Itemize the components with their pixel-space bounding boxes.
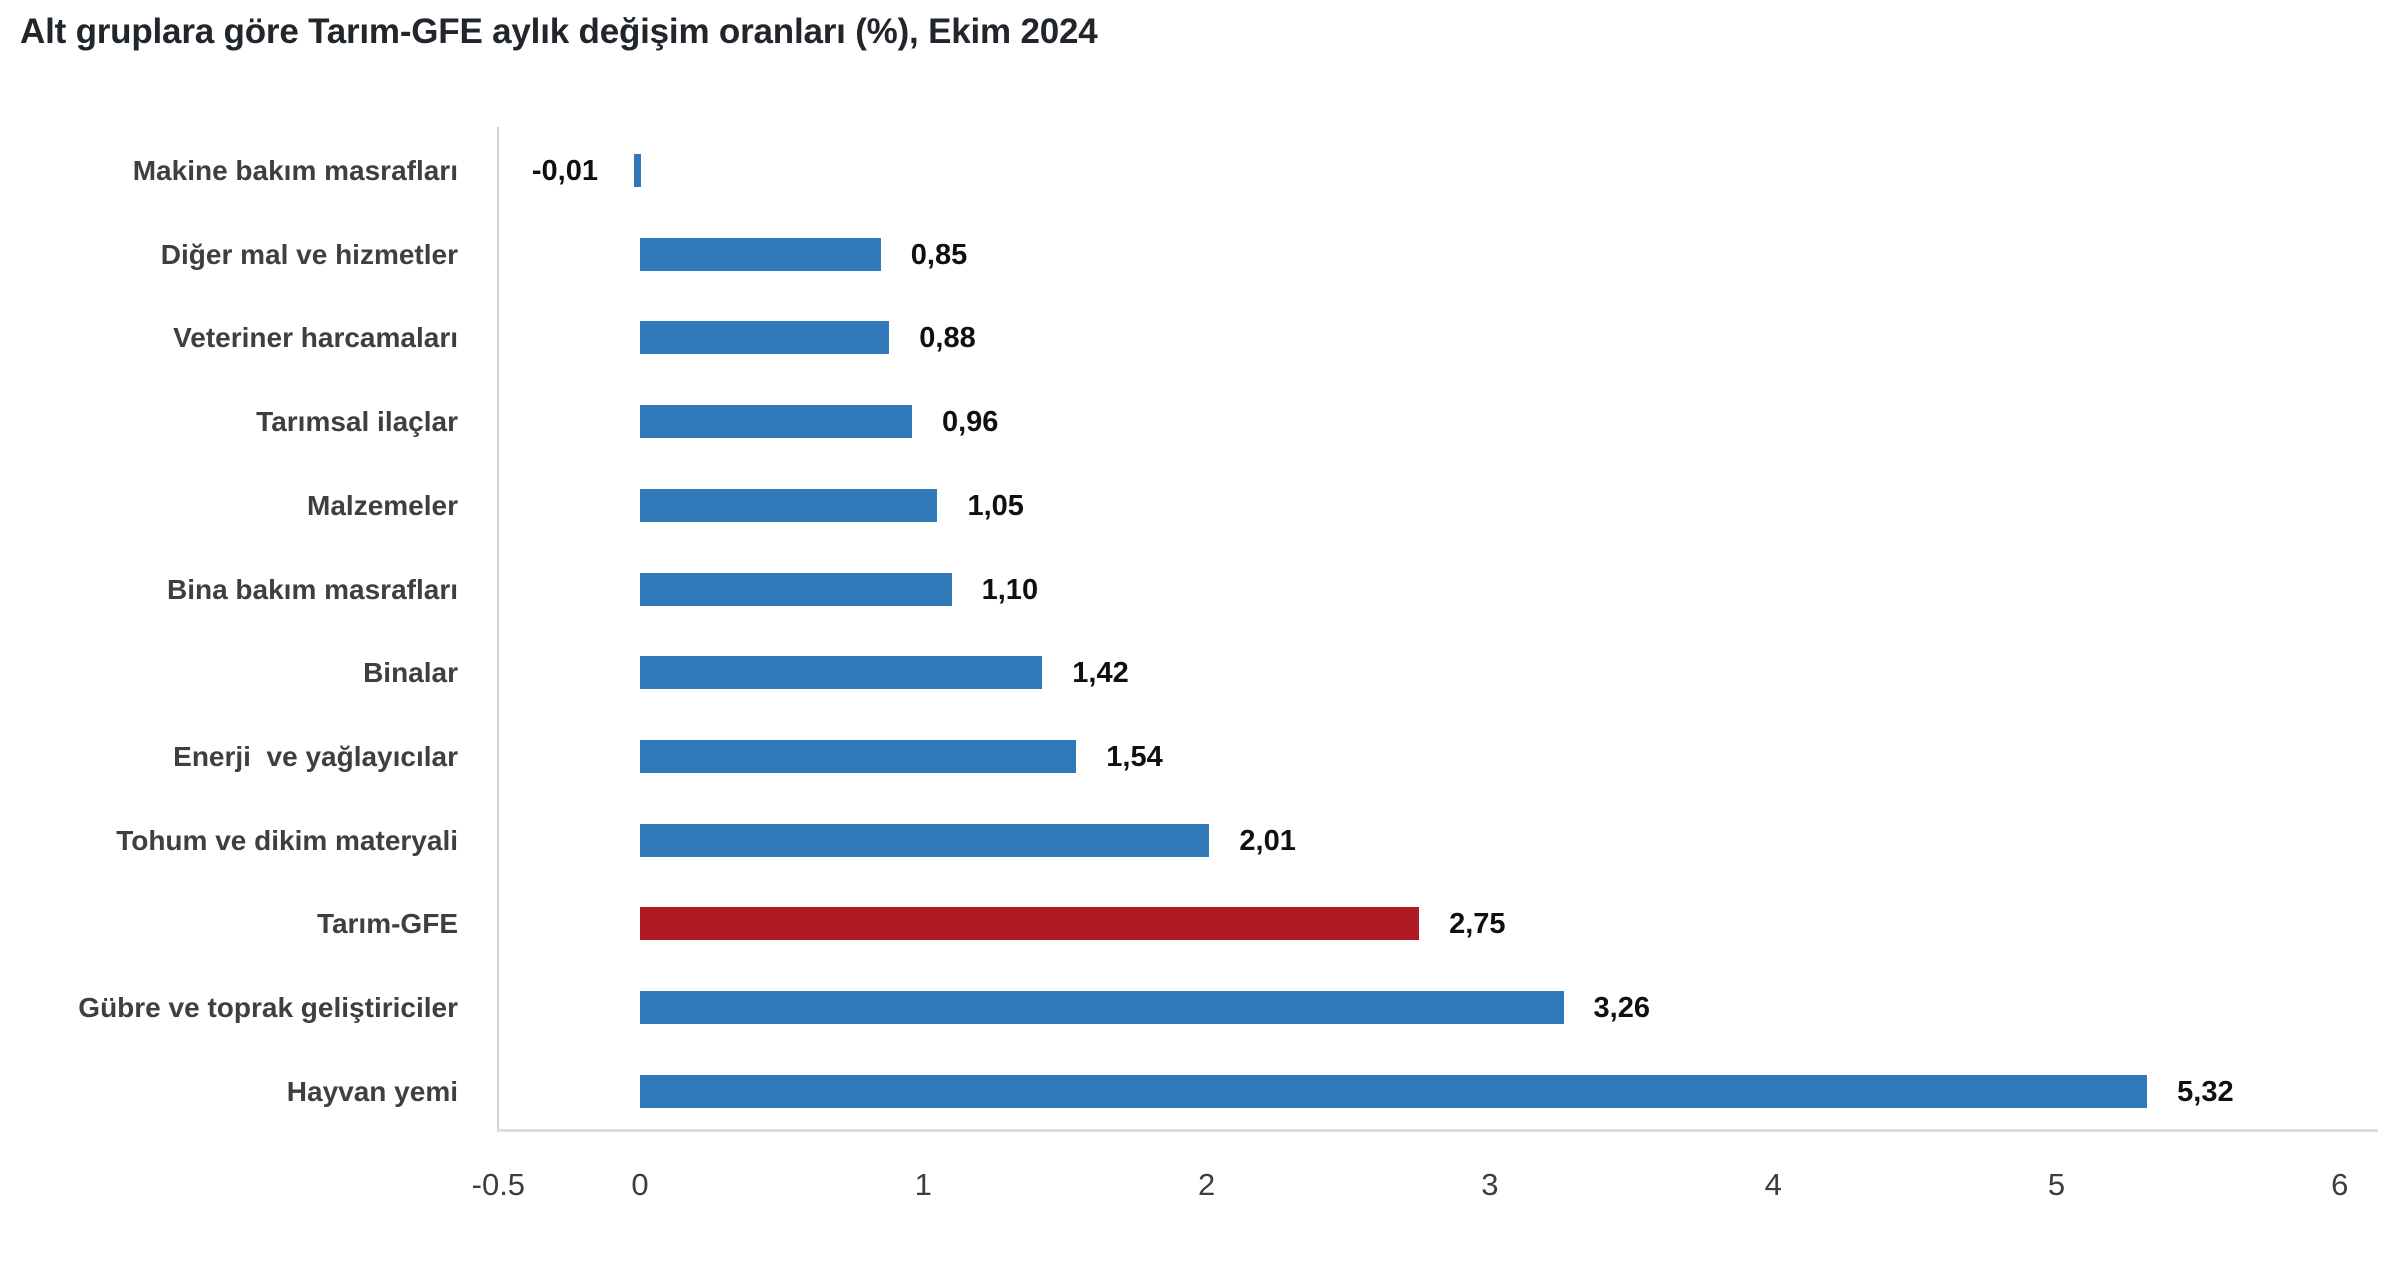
x-tick-label: 4 — [1764, 1167, 1782, 1202]
x-tick-label: 1 — [914, 1167, 932, 1202]
value-label: 3,26 — [1593, 992, 1650, 1025]
value-label: 1,10 — [981, 573, 1039, 606]
x-tick-label: 0 — [631, 1167, 649, 1202]
y-axis-line — [497, 127, 499, 1131]
chart-title: Alt gruplara göre Tarım-GFE aylık değişi… — [20, 12, 1098, 51]
value-label: 0,96 — [941, 406, 999, 439]
category-label: Veteriner harcamaları — [173, 322, 458, 354]
category-label: Binalar — [363, 657, 458, 689]
category-label: Gübre ve toprak geliştiriciler — [78, 992, 458, 1024]
category-label: Enerji ve yağlayıcılar — [173, 741, 458, 773]
value-label: 0,85 — [910, 238, 968, 271]
x-tick-label: 6 — [2331, 1167, 2349, 1202]
category-label: Hayvan yemi — [286, 1075, 458, 1107]
bar — [640, 321, 890, 355]
bar — [640, 572, 952, 606]
bar — [640, 991, 1564, 1025]
bar — [640, 656, 1043, 690]
category-label: Makine bakım masrafları — [132, 155, 458, 186]
value-label: 2,01 — [1239, 824, 1296, 857]
x-tick-label: 2 — [1197, 1167, 1216, 1202]
bar — [640, 1074, 2148, 1108]
x-tick-label: -0.5 — [471, 1167, 526, 1202]
category-label: Bina bakım masrafları — [166, 573, 458, 605]
bar-highlight — [640, 907, 1420, 941]
value-label: 1,42 — [1072, 657, 1129, 690]
value-label: -0,01 — [531, 155, 598, 187]
bar — [640, 237, 881, 271]
value-label: 1,05 — [967, 489, 1024, 522]
value-label: 5,32 — [2177, 1075, 2234, 1108]
category-label: Tarım-GFE — [316, 908, 458, 940]
x-axis-line — [497, 1129, 2378, 1132]
category-label: Tohum ve dikim materyali — [116, 824, 458, 856]
x-tick-label: 3 — [1481, 1167, 1499, 1202]
category-label: Tarımsal ilaçlar — [256, 406, 458, 438]
value-label: 2,75 — [1449, 908, 1506, 941]
bar — [640, 740, 1077, 774]
value-label: 0,88 — [919, 322, 976, 355]
bar — [640, 823, 1210, 857]
category-label: Diğer mal ve hizmetler — [160, 238, 458, 270]
bar — [634, 154, 641, 187]
x-tick-label: 5 — [2047, 1167, 2066, 1202]
bar — [640, 405, 912, 439]
category-label: Malzemeler — [307, 489, 458, 521]
bar — [640, 488, 938, 522]
value-label: 1,54 — [1106, 741, 1163, 774]
